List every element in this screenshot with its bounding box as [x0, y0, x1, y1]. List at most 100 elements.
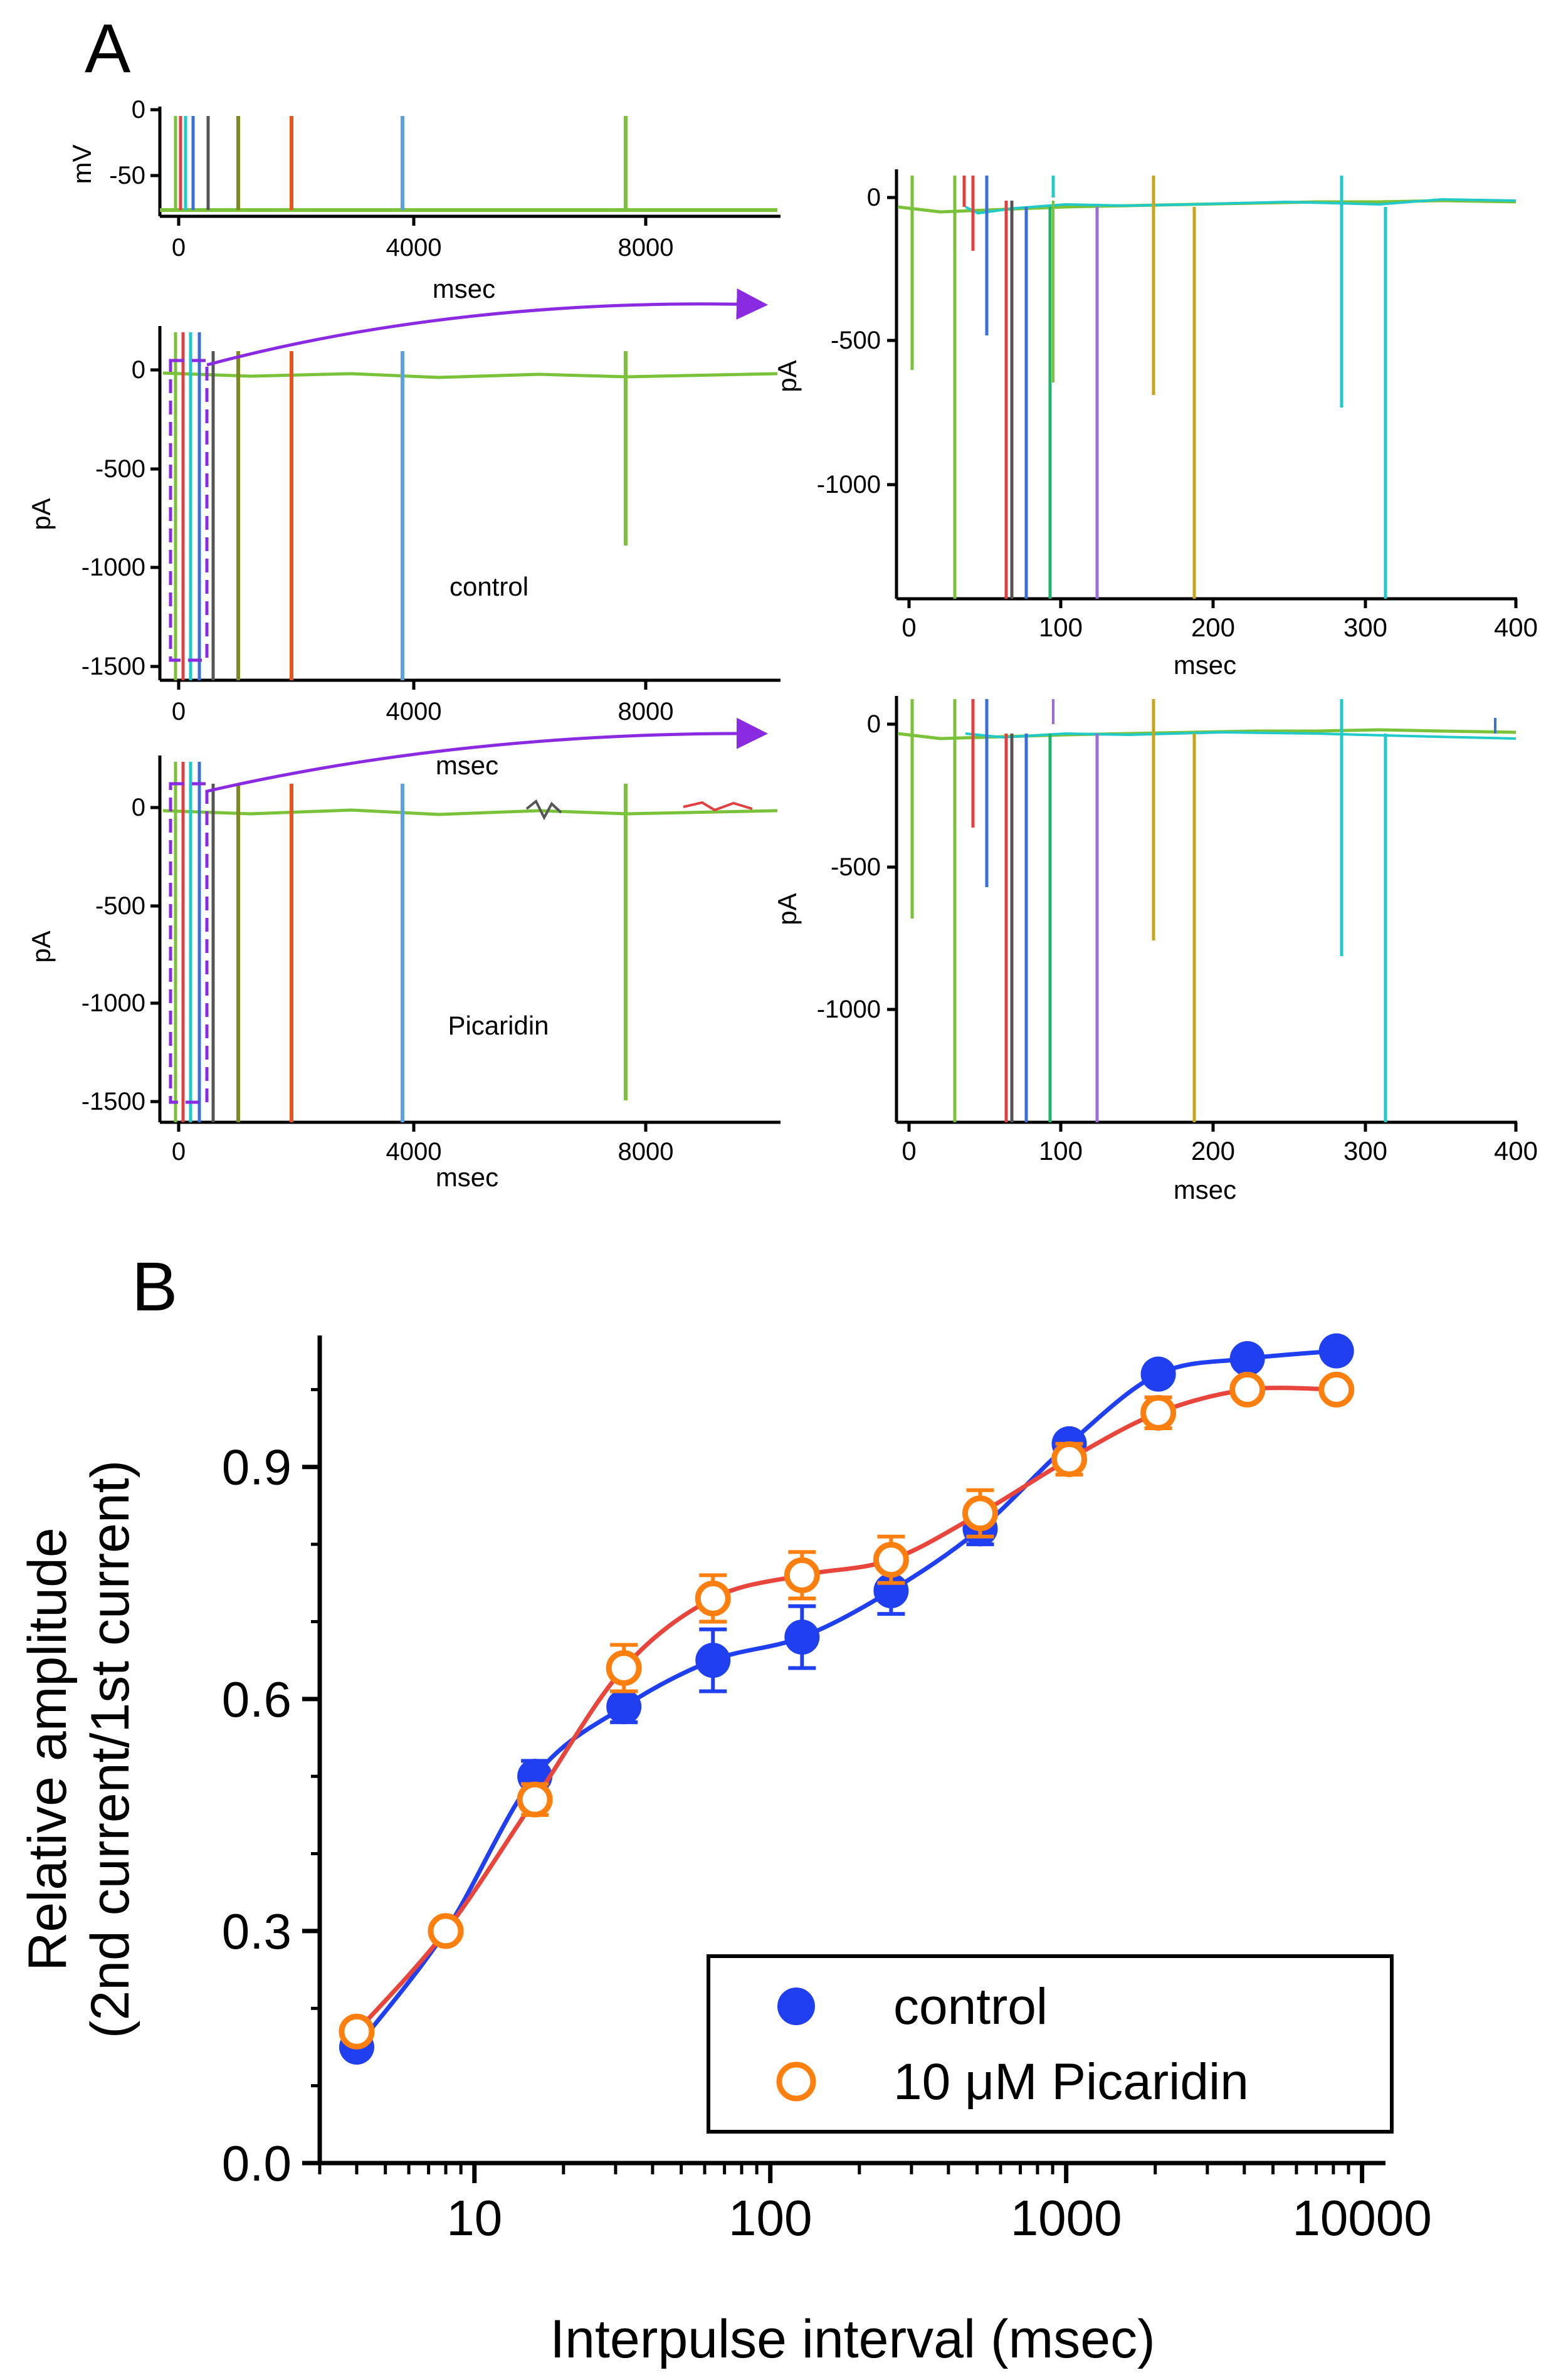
picaridin-xtick-label-4000: 4000: [386, 1138, 442, 1166]
picaridin-noise-gray: [525, 799, 562, 821]
control-ylabel: pA: [26, 498, 56, 530]
picaridin-trace-plot: 0 -500 -1000 -1500 pA 0 4000 8000 msec P…: [26, 717, 781, 1192]
data-point-picaridin-5: [784, 1557, 820, 1593]
picaridin-baseline-trace: [162, 808, 778, 816]
zoom-control-ytick-label-0: 0: [867, 184, 881, 211]
voltage-xtick-label-8000: 8000: [618, 234, 674, 261]
zoom-picaridin-ytick-label-500: -500: [831, 853, 881, 881]
series-line-0: [355, 1349, 1337, 2049]
xtick-label-0: 10: [446, 2190, 502, 2246]
picaridin-noise-red: [683, 801, 753, 812]
legend-marker-control: [777, 1988, 815, 2025]
picaridin-ytick-label-500: -500: [95, 892, 145, 920]
panel-b-letter: B: [132, 1248, 177, 1325]
data-point-picaridin-11: [1318, 1371, 1355, 1408]
chart-ylabel-line2: (2nd current/1st current): [80, 1460, 140, 2038]
data-point-control-11: [1318, 1333, 1354, 1369]
control-xtick-label-8000: 8000: [618, 698, 674, 725]
picaridin-annotation: Picaridin: [448, 1011, 549, 1040]
zoom-picaridin-xtick-label-0: 0: [902, 1136, 916, 1166]
voltage-xtick-label-0: 0: [172, 234, 186, 261]
data-point-picaridin-7: [962, 1495, 998, 1532]
voltage-ytick-label-50: -50: [109, 162, 145, 189]
zoom-picaridin-ylabel: pA: [772, 893, 802, 925]
data-point-picaridin-3: [606, 1650, 642, 1686]
picaridin-ytick-label-1500: -1500: [81, 1088, 145, 1115]
control-ytick-label-1500: -1500: [81, 653, 145, 680]
series-line-1: [355, 1386, 1337, 2033]
control-ytick-label-500: -500: [95, 455, 145, 483]
chart-ylabel-line1: Relative amplitude: [18, 1527, 78, 1971]
data-point-control-4: [695, 1643, 731, 1678]
x-ticks: 10 100 1000 10000: [318, 2163, 1432, 2246]
ytick-label-1: 0.3: [222, 1903, 292, 1959]
data-point-picaridin-9: [1140, 1394, 1177, 1431]
legend-box: [707, 1954, 1394, 2134]
chart-xlabel: Interpulse interval (msec): [550, 2309, 1155, 2369]
zoom-control-xtick-label-0: 0: [902, 613, 916, 642]
zoom-control-xtick-label-100: 100: [1039, 613, 1083, 642]
data-point-control-10: [1229, 1341, 1265, 1377]
zoom-picaridin-xtick-label-300: 300: [1343, 1136, 1387, 1166]
ytick-label-0: 0.0: [222, 2135, 292, 2191]
zoom-control-xtick-label-400: 400: [1494, 613, 1538, 642]
xtick-label-1: 100: [728, 2190, 812, 2246]
zoom-control-xlabel: msec: [1174, 650, 1236, 680]
control-zoom-box: [169, 359, 209, 662]
picaridin-xtick-label-8000: 8000: [618, 1138, 674, 1166]
zoom-control-plot: 0 -500 -1000 pA 0 100 200 300 400 msec: [772, 169, 1538, 680]
control-ytick-label-0: 0: [132, 356, 145, 384]
data-point-picaridin-10: [1229, 1371, 1266, 1408]
data-point-picaridin-2: [517, 1781, 553, 1818]
control-xtick-label-0: 0: [172, 698, 186, 725]
control-baseline-trace: [162, 371, 778, 379]
zoom-control-baseline-2: [965, 197, 1517, 215]
voltage-ylabel: mV: [67, 145, 97, 184]
xtick-label-2: 1000: [1011, 2190, 1122, 2246]
picaridin-ytick-label-1000: -1000: [81, 989, 145, 1017]
control-zoom-arrow: [206, 288, 768, 367]
zoom-control-xtick-label-200: 200: [1191, 613, 1235, 642]
control-xtick-label-4000: 4000: [386, 698, 442, 725]
data-point-control-9: [1140, 1356, 1176, 1392]
zoom-control-ytick-label-1000: -1000: [817, 471, 881, 498]
zoom-control-ytick-label-500: -500: [831, 327, 881, 354]
ytick-label-3: 0.9: [222, 1440, 292, 1495]
voltage-xlabel: msec: [433, 274, 495, 303]
zoom-picaridin-plot: 0 -500 -1000 pA 0 100 200 300 400 msec: [772, 696, 1538, 1204]
zoom-picaridin-xtick-label-400: 400: [1494, 1136, 1538, 1166]
zoom-control-ylabel: pA: [772, 360, 802, 392]
zoom-picaridin-xtick-label-100: 100: [1039, 1136, 1083, 1166]
recovery-chart: 0.0 0.3 0.6 0.9 10 100 1000 10000 Relative amp…: [18, 1333, 1432, 2369]
picaridin-ylabel: pA: [26, 930, 56, 962]
series-layer: [339, 1333, 1355, 2065]
picaridin-ytick-label-0: 0: [132, 794, 145, 821]
zoom-picaridin-xtick-label-200: 200: [1191, 1136, 1235, 1166]
picaridin-xtick-label-0: 0: [172, 1138, 186, 1166]
legend: control 10 μM Picaridin: [707, 1954, 1394, 2134]
data-point-control-3: [606, 1689, 642, 1725]
zoom-picaridin-xlabel: msec: [1174, 1175, 1236, 1204]
voltage-xtick-label-4000: 4000: [386, 234, 442, 261]
picaridin-zoom-box: [169, 782, 209, 1104]
voltage-ytick-label-0: 0: [132, 96, 145, 124]
control-trace-plot: 0 -500 -1000 -1500 pA 0 4000 8000 msec c…: [26, 288, 781, 780]
control-xlabel: msec: [436, 750, 498, 780]
data-point-control-5: [784, 1619, 820, 1655]
legend-label-control: control: [893, 1978, 1048, 2035]
data-point-picaridin-1: [428, 1913, 464, 1949]
voltage-protocol-plot: 0 -50 mV 0 4000 8000 msec: [67, 96, 781, 303]
xtick-label-3: 10000: [1292, 2190, 1431, 2246]
picaridin-xlabel: msec: [436, 1162, 498, 1192]
data-point-picaridin-4: [695, 1580, 731, 1616]
zoom-control-baseline: [897, 199, 1517, 214]
zoom-picaridin-ytick-label-0: 0: [867, 710, 881, 738]
y-ticks: 0.0 0.3 0.6 0.9: [222, 1387, 320, 2191]
zoom-control-xtick-label-300: 300: [1343, 613, 1387, 642]
legend-marker-picaridin: [776, 2061, 816, 2102]
control-annotation: control: [449, 572, 528, 601]
zoom-picaridin-baseline-2: [965, 730, 1517, 740]
control-ytick-label-1000: -1000: [81, 554, 145, 581]
data-point-picaridin-6: [873, 1542, 909, 1578]
